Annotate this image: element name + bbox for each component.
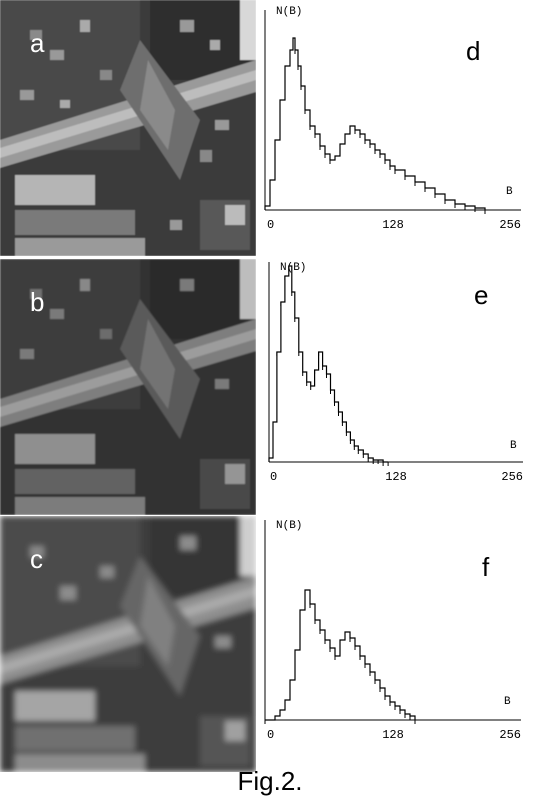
- histogram-trace: [265, 589, 416, 721]
- aerial-photo-b-graphic: [0, 259, 256, 515]
- histogram-trace: [264, 37, 486, 210]
- x-tick-label: 256: [501, 470, 523, 484]
- histogram-chart: N(B) e B 0 128 256: [268, 262, 523, 484]
- x-tick-label: 0: [267, 728, 274, 742]
- x-tick-label: 128: [382, 218, 404, 232]
- histogram-d: N(B) d B 0 128 256: [258, 4, 540, 252]
- x-tick-label: 128: [382, 728, 404, 742]
- x-axis-label: B: [504, 696, 511, 708]
- aerial-photo-a-graphic: [0, 0, 256, 256]
- x-tick-label: 0: [270, 470, 277, 484]
- image-label: b: [30, 287, 45, 317]
- y-axis-label: N(B): [276, 6, 302, 18]
- aerial-photo-a: a: [0, 0, 256, 256]
- histogram-label: d: [466, 36, 480, 66]
- y-axis-label: N(B): [280, 262, 306, 274]
- x-axis-label: B: [510, 440, 517, 452]
- image-label: a: [30, 28, 45, 58]
- x-tick-label: 128: [385, 470, 407, 484]
- histogram-f: N(B) f B 0 128 256: [258, 514, 540, 762]
- aerial-photo-c: c: [0, 516, 256, 772]
- figure-caption: Fig.2.: [237, 766, 303, 796]
- x-axis-label: B: [506, 186, 513, 198]
- aerial-photo-c-graphic: [0, 516, 256, 772]
- histogram-chart: N(B) f B 0 128 256: [264, 520, 521, 742]
- aerial-photo-b: b: [0, 259, 256, 515]
- histogram-trace: [268, 265, 389, 463]
- histogram-e: N(B) e B 0 128 256: [258, 258, 540, 506]
- image-label: c: [30, 544, 43, 574]
- histogram-chart: N(B) d B 0 128 256: [264, 6, 521, 232]
- x-tick-label: 256: [499, 728, 521, 742]
- y-axis-label: N(B): [276, 520, 302, 532]
- histogram-label: e: [474, 280, 488, 310]
- x-tick-label: 0: [267, 218, 274, 232]
- x-tick-label: 256: [499, 218, 521, 232]
- histogram-label: f: [482, 552, 490, 582]
